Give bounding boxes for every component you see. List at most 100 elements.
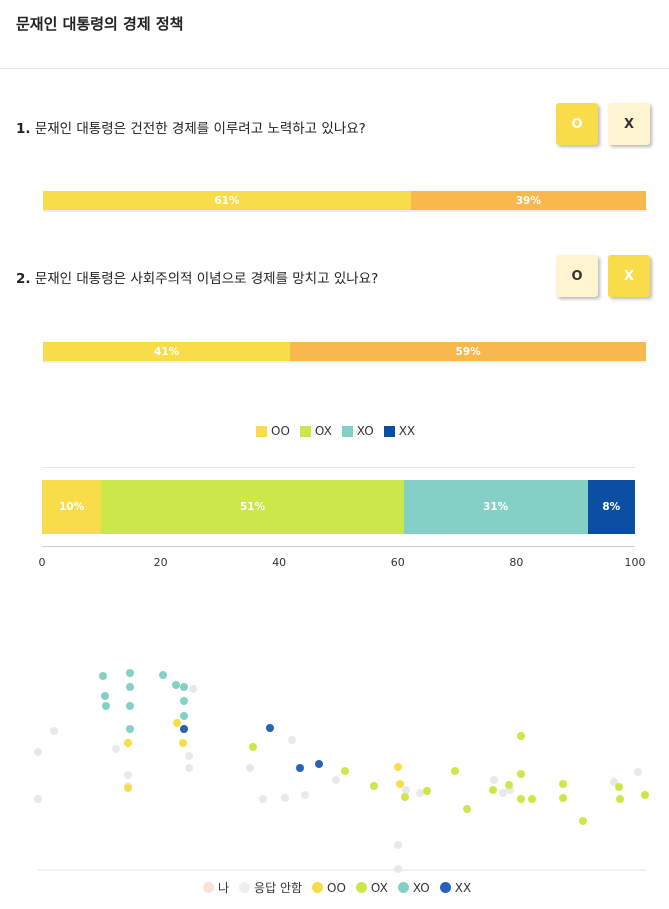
scatter-point-no-answer[interactable] (259, 795, 267, 803)
scatter-legend-label-xo: XO (412, 880, 430, 895)
question-2-o-button[interactable]: O (556, 255, 598, 297)
x-tick-80: 80 (509, 556, 524, 569)
scatter-point-no-answer[interactable] (124, 771, 132, 779)
scatter-legend-oo[interactable]: OO (312, 881, 346, 895)
question-2-text: 문재인 대통령은 사회주의적 이념으로 경제를 망치고 있나요? (34, 271, 379, 287)
scatter-point-no-answer[interactable] (185, 764, 193, 772)
question-1-text: 문재인 대통령은 건전한 경제를 이루려고 노력하고 있나요? (34, 121, 366, 137)
scatter-point-no-answer[interactable] (394, 841, 402, 849)
scatter-point-oo[interactable] (124, 784, 132, 792)
scatter-point-xx[interactable] (180, 725, 188, 733)
scatter-point-xx[interactable] (315, 760, 323, 768)
scatter-point-no-answer[interactable] (185, 752, 193, 760)
scatter-point-oo[interactable] (394, 763, 402, 771)
scatter-point-no-answer[interactable] (189, 685, 197, 693)
header-divider (0, 68, 669, 69)
scatter-point-no-answer[interactable] (416, 789, 424, 797)
scatter-point-oo[interactable] (396, 780, 404, 788)
scatter-point-xo[interactable] (172, 681, 180, 689)
scatter-point-ox[interactable] (559, 794, 567, 802)
scatter-point-no-answer[interactable] (50, 727, 58, 735)
scatter-legend-no-answer[interactable]: 응답 안함 (239, 879, 302, 896)
scatter-point-no-answer[interactable] (499, 789, 507, 797)
scatter-point-no-answer[interactable] (490, 776, 498, 784)
scatter-point-ox[interactable] (489, 786, 497, 794)
legend-item-oo[interactable]: OO (256, 424, 290, 438)
scatter-legend-dot-no-answer (239, 882, 251, 893)
scatter-point-xx[interactable] (266, 724, 274, 732)
scatter-point-ox[interactable] (249, 743, 257, 751)
scatter-point-no-answer[interactable] (281, 794, 289, 802)
scatter-point-no-answer[interactable] (34, 795, 42, 803)
legend-item-xx[interactable]: XX (383, 424, 415, 438)
scatter-legend-xo[interactable]: XO (397, 880, 430, 895)
legend-label-oo: OO (271, 424, 290, 438)
scatter-point-oo[interactable] (179, 739, 187, 747)
scatter-legend-label-no-answer: 응답 안함 (254, 881, 303, 895)
question-1-o-button[interactable]: O (556, 103, 598, 145)
scatter-point-ox[interactable] (463, 805, 471, 813)
scatter-point-no-answer[interactable] (332, 776, 340, 784)
scatter-point-xo[interactable] (126, 669, 134, 677)
legend-item-xo[interactable]: XO (341, 424, 374, 438)
question-1-result-o: 61% (43, 191, 411, 210)
scatter-point-xo[interactable] (126, 725, 134, 733)
stacked-chart-x-axis (42, 546, 635, 547)
scatter-point-ox[interactable] (517, 732, 525, 740)
question-2-result-bar: 41% 59% (43, 342, 646, 363)
scatter-point-ox[interactable] (517, 770, 525, 778)
scatter-point-xo[interactable] (102, 702, 110, 710)
scatter-point-no-answer[interactable] (246, 764, 254, 772)
scatter-point-no-answer[interactable] (610, 778, 618, 786)
scatter-point-xo[interactable] (126, 702, 134, 710)
x-tick-0: 0 (38, 556, 46, 569)
scatter-legend-me[interactable]: 나 (203, 879, 229, 896)
scatter-point-xo[interactable] (180, 683, 188, 691)
scatter-point-ox[interactable] (401, 793, 409, 801)
legend-label-xo: XO (356, 424, 374, 438)
scatter-point-ox[interactable] (528, 795, 536, 803)
scatter-point-no-answer[interactable] (34, 748, 42, 756)
scatter-point-xx[interactable] (296, 764, 304, 772)
scatter-point-ox[interactable] (517, 795, 525, 803)
scatter-point-ox[interactable] (579, 817, 587, 825)
scatter-point-xo[interactable] (180, 697, 188, 705)
scatter-point-oo[interactable] (173, 719, 181, 727)
legend-item-ox[interactable]: OX (299, 424, 332, 438)
scatter-point-no-answer[interactable] (112, 745, 120, 753)
question-2-x-button[interactable]: X (608, 255, 650, 297)
question-2-result-x: 59% (290, 342, 646, 361)
scatter-point-ox[interactable] (341, 767, 349, 775)
scatter-point-ox[interactable] (451, 767, 459, 775)
scatter-point-ox[interactable] (423, 787, 431, 795)
scatter-point-ox[interactable] (615, 783, 623, 791)
stacked-chart-top-gridline (42, 467, 635, 468)
scatter-point-ox[interactable] (505, 781, 513, 789)
legend-swatch-xx (383, 425, 395, 437)
scatter-point-ox[interactable] (370, 782, 378, 790)
scatter-point-no-answer[interactable] (301, 791, 309, 799)
question-1-x-button[interactable]: X (608, 103, 650, 145)
scatter-point-no-answer[interactable] (394, 865, 402, 873)
scatter-point-xo[interactable] (101, 692, 109, 700)
scatter-legend-xx[interactable]: XX (439, 881, 471, 895)
scatter-legend-ox[interactable]: OX (355, 881, 388, 895)
scatter-point-xo[interactable] (99, 672, 107, 680)
scatter-point-no-answer[interactable] (402, 786, 410, 794)
scatter-point-ox[interactable] (641, 791, 649, 799)
stacked-segment-ox[interactable]: 51% (101, 480, 404, 534)
scatter-point-oo[interactable] (124, 739, 132, 747)
scatter-point-ox[interactable] (559, 780, 567, 788)
scatter-point-xo[interactable] (180, 712, 188, 720)
stacked-segment-xx[interactable]: 8% (587, 480, 635, 534)
scatter-point-no-answer[interactable] (634, 768, 642, 776)
scatter-point-ox[interactable] (616, 795, 624, 803)
scatter-point-xo[interactable] (126, 683, 134, 691)
scatter-point-xo[interactable] (159, 671, 167, 679)
legend-swatch-xo (341, 425, 353, 437)
scatter-legend-label-me: 나 (218, 881, 230, 895)
x-tick-20: 20 (153, 556, 168, 569)
scatter-point-no-answer[interactable] (288, 736, 296, 744)
stacked-segment-xo[interactable]: 31% (403, 480, 588, 534)
stacked-segment-oo[interactable]: 10% (42, 480, 102, 534)
